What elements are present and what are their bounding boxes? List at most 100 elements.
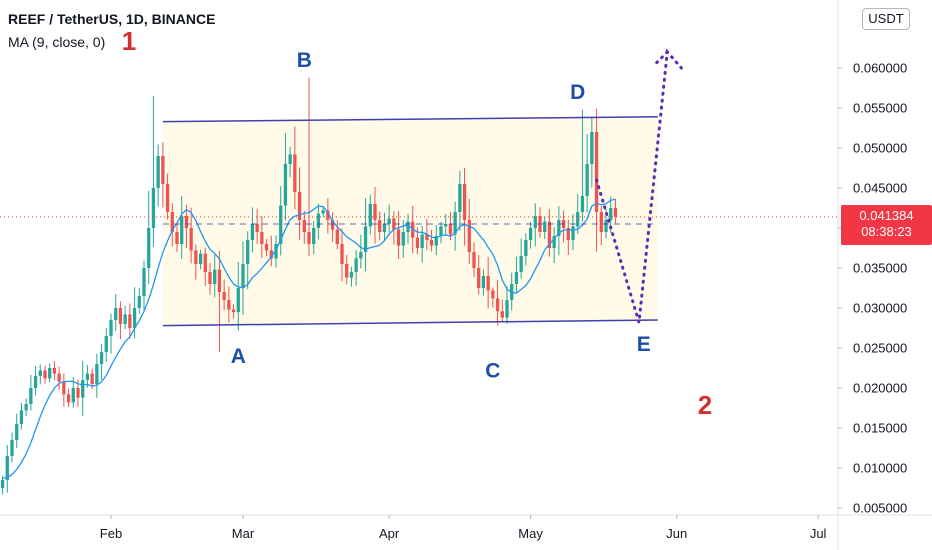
candle-body[interactable] xyxy=(345,264,349,278)
candle-body[interactable] xyxy=(340,244,344,264)
candle-body[interactable] xyxy=(241,264,245,288)
candle-body[interactable] xyxy=(33,376,38,388)
candle-body[interactable] xyxy=(151,188,156,228)
ma-indicator-legend[interactable]: MA (9, close, 0) xyxy=(8,34,106,50)
candle-body[interactable] xyxy=(250,224,255,240)
candle-body[interactable] xyxy=(203,253,207,272)
candle-body[interactable] xyxy=(180,216,184,244)
candle-body[interactable] xyxy=(104,336,108,352)
candle-body[interactable] xyxy=(425,234,429,240)
candle-body[interactable] xyxy=(66,394,71,403)
candle-body[interactable] xyxy=(48,368,52,379)
candle-body[interactable] xyxy=(519,256,523,272)
candle-body[interactable] xyxy=(349,272,354,278)
candle-body[interactable] xyxy=(335,229,339,244)
candle-body[interactable] xyxy=(533,216,537,228)
candle-body[interactable] xyxy=(0,480,5,488)
candle-body[interactable] xyxy=(330,220,335,230)
candle-body[interactable] xyxy=(363,226,368,252)
candle-body[interactable] xyxy=(194,250,198,264)
candle-body[interactable] xyxy=(297,192,302,220)
candle-body[interactable] xyxy=(378,220,382,232)
candle-body[interactable] xyxy=(401,232,405,246)
candle-body[interactable] xyxy=(472,252,476,268)
candle-body[interactable] xyxy=(477,268,481,288)
candle-body[interactable] xyxy=(495,298,500,312)
candle-body[interactable] xyxy=(302,220,306,232)
candle-body[interactable] xyxy=(288,154,292,164)
candle-body[interactable] xyxy=(38,370,42,376)
currency-button[interactable]: USDT xyxy=(862,8,910,30)
candle-body[interactable] xyxy=(599,212,603,232)
candle-body[interactable] xyxy=(491,290,495,299)
candle-body[interactable] xyxy=(175,232,179,244)
candle-body[interactable] xyxy=(604,220,608,232)
candle-body[interactable] xyxy=(236,288,240,312)
candle-body[interactable] xyxy=(462,184,467,220)
candle-body[interactable] xyxy=(307,232,311,244)
candle-body[interactable] xyxy=(486,276,490,291)
candle-body[interactable] xyxy=(95,364,99,384)
candle-body[interactable] xyxy=(316,213,321,228)
candle-body[interactable] xyxy=(613,208,618,217)
candle-body[interactable] xyxy=(184,216,189,228)
candle-body[interactable] xyxy=(354,258,358,272)
candle-body[interactable] xyxy=(283,164,288,206)
candle-body[interactable] xyxy=(505,300,509,318)
candle-body[interactable] xyxy=(142,268,146,296)
candle-body[interactable] xyxy=(19,410,24,424)
candle-body[interactable] xyxy=(552,236,556,248)
candle-body[interactable] xyxy=(528,228,533,240)
candle-body[interactable] xyxy=(429,240,434,246)
candle-body[interactable] xyxy=(467,220,471,252)
candle-body[interactable] xyxy=(123,314,127,324)
candle-body[interactable] xyxy=(81,380,85,398)
candle-body[interactable] xyxy=(326,210,330,220)
candle-body[interactable] xyxy=(62,381,66,395)
candle-body[interactable] xyxy=(453,212,457,235)
candle-body[interactable] xyxy=(213,269,217,284)
candle-body[interactable] xyxy=(543,221,547,232)
candle-body[interactable] xyxy=(147,228,151,268)
candle-body[interactable] xyxy=(222,292,226,300)
candle-body[interactable] xyxy=(156,156,160,188)
candle-body[interactable] xyxy=(481,276,486,288)
candle-body[interactable] xyxy=(415,237,420,248)
candle-body[interactable] xyxy=(99,352,104,364)
candle-body[interactable] xyxy=(547,221,552,248)
candle-body[interactable] xyxy=(585,164,589,196)
candle-body[interactable] xyxy=(109,320,113,336)
candle-body[interactable] xyxy=(434,236,438,246)
candle-body[interactable] xyxy=(165,184,170,212)
candle-body[interactable] xyxy=(57,373,61,382)
candle-body[interactable] xyxy=(274,244,278,259)
candle-body[interactable] xyxy=(137,296,141,308)
moving-average-line[interactable] xyxy=(2,198,616,480)
candle-body[interactable] xyxy=(85,373,90,380)
candle-body[interactable] xyxy=(246,240,250,264)
candle-body[interactable] xyxy=(566,228,570,240)
candle-body[interactable] xyxy=(359,252,363,259)
candle-body[interactable] xyxy=(524,240,528,256)
candle-body[interactable] xyxy=(231,309,236,312)
candle-body[interactable] xyxy=(10,440,14,456)
candle-body[interactable] xyxy=(373,204,377,220)
candle-body[interactable] xyxy=(444,224,448,227)
channel-upper-line[interactable] xyxy=(162,116,658,123)
candle-body[interactable] xyxy=(576,212,580,227)
candle-body[interactable] xyxy=(170,212,174,232)
candle-body[interactable] xyxy=(387,218,391,224)
candle-body[interactable] xyxy=(396,229,401,246)
candle-body[interactable] xyxy=(269,250,273,259)
candle-body[interactable] xyxy=(321,210,325,214)
candle-body[interactable] xyxy=(448,224,453,235)
candle-body[interactable] xyxy=(114,308,118,320)
candle-body[interactable] xyxy=(420,234,424,248)
candle-body[interactable] xyxy=(132,308,137,328)
candle-body[interactable] xyxy=(590,132,594,164)
candle-body[interactable] xyxy=(128,314,132,328)
candle-body[interactable] xyxy=(161,156,165,184)
candle-body[interactable] xyxy=(227,300,231,310)
candle-body[interactable] xyxy=(571,226,575,240)
